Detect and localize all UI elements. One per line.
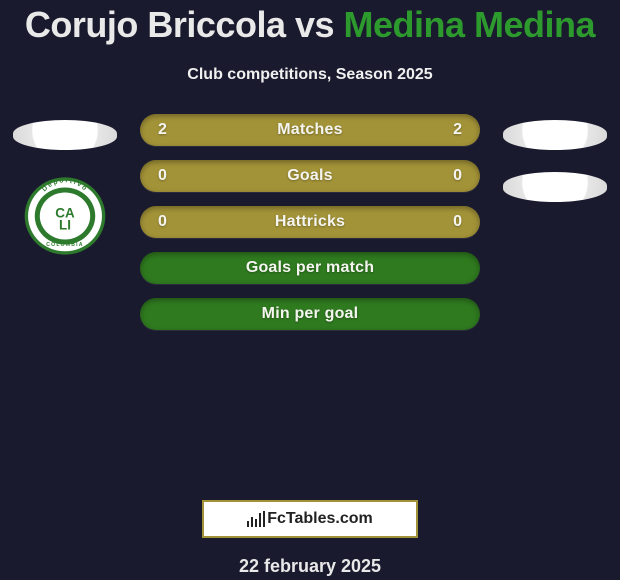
player2-photo-placeholder [503,120,607,150]
stat-label: Goals [287,167,332,185]
date-text: 22 february 2025 [0,556,620,577]
bars-icon [247,511,265,527]
stat-row-goals: 0 Goals 0 [140,160,480,192]
player1-photo-placeholder [13,120,117,150]
stat-row-goals-per-match: Goals per match [140,252,480,284]
title-right: Medina Medina [344,4,596,45]
left-column: Deportivo CA LI COLOMBIA [0,114,130,258]
title-left: Corujo Briccola [25,4,286,45]
stat-label: Hattricks [275,213,345,231]
club-badge-deportivo-cali: Deportivo CA LI COLOMBIA [15,174,115,258]
stat-left-value: 2 [158,121,167,139]
brand-text: FcTables.com [267,510,373,528]
stat-bars: 2 Matches 2 0 Goals 0 0 Hattricks 0 Goals per mat… [140,114,480,344]
stat-right-value: 2 [453,121,462,139]
brand-box: FcTables.com [202,500,418,538]
stat-row-min-per-goal: Min per goal [140,298,480,330]
stat-left-value: 0 [158,167,167,185]
stat-left-value: 0 [158,213,167,231]
player2-club-placeholder [503,172,607,202]
stat-right-value: 0 [453,213,462,231]
stat-row-matches: 2 Matches 2 [140,114,480,146]
comparison-stage: Deportivo CA LI COLOMBIA 2 Matches 2 0 Goals… [0,114,620,494]
subtitle: Club competitions, Season 2025 [0,66,620,84]
svg-text:LI: LI [59,217,71,232]
brand-label: FcTables.com [247,510,373,528]
stat-row-hattricks: 0 Hattricks 0 [140,206,480,238]
svg-text:COLOMBIA: COLOMBIA [46,242,83,248]
right-column [490,114,620,202]
title-vs: vs [285,4,343,45]
stat-label: Goals per match [246,259,374,277]
page-title: Corujo Briccola vs Medina Medina [0,0,620,46]
stat-right-value: 0 [453,167,462,185]
stat-label: Matches [277,121,342,139]
stat-label: Min per goal [262,305,359,323]
